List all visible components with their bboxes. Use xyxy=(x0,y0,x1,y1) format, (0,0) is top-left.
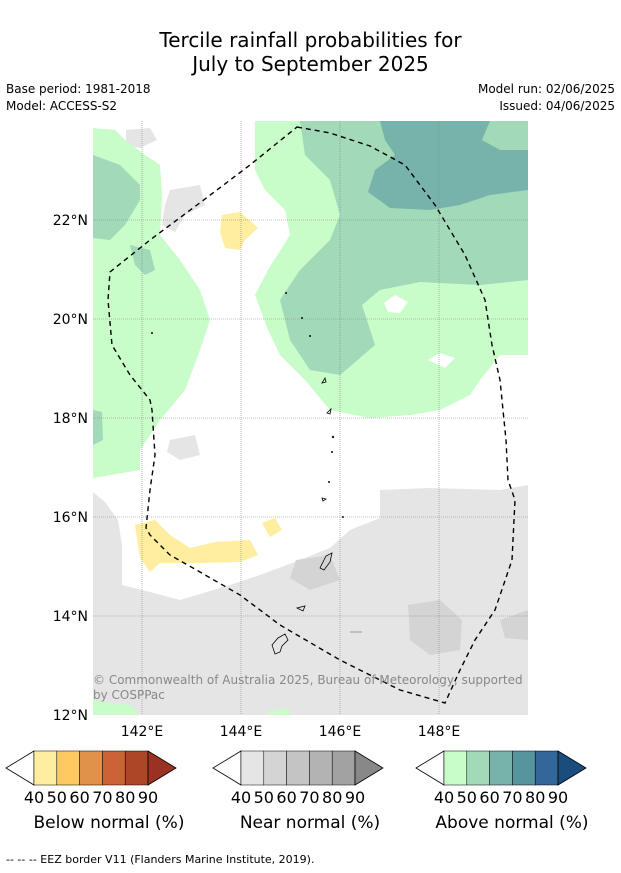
colorbar-swatch xyxy=(534,750,559,786)
colorbar-tick-label: 40 xyxy=(231,788,251,807)
lon-labels: 142°E 144°E 146°E 148°E xyxy=(121,724,461,740)
white-patch-1 xyxy=(384,295,408,313)
colorbar-swatch xyxy=(263,750,287,786)
above-normal-region-east-darker xyxy=(368,121,528,210)
below-normal-region-2 xyxy=(135,520,258,572)
lon-label: 146°E xyxy=(319,724,362,740)
map-area: © Commonwealth of Australia 2025, Bureau… xyxy=(93,121,528,715)
green-patch-south-2 xyxy=(268,708,292,715)
lat-label: 16°N xyxy=(53,510,88,526)
near-normal-region-mid xyxy=(167,435,200,460)
legend-label-below-normal: Below normal (%) xyxy=(33,813,185,833)
eez-border xyxy=(107,126,516,704)
colorbar-swatch xyxy=(512,750,536,786)
eez-footnote: -- -- -- EEZ border V11 (Flanders Marine… xyxy=(6,853,315,866)
colorbar-above-normal: 40 50 60 70 80 90 xyxy=(415,750,587,807)
colorbar-tick-label: 80 xyxy=(115,788,135,807)
lon-label: 144°E xyxy=(220,724,263,740)
model-run: Model run: 02/06/2025 xyxy=(477,82,615,96)
colorbar-swatch xyxy=(33,750,58,786)
meta-left: Base period: 1981-2018 Model: ACCESS-S2 xyxy=(6,81,151,115)
colorbar-tick-label: 40 xyxy=(434,788,454,807)
colorbar-tick-label: 50 xyxy=(254,788,274,807)
meta-right: Model run: 02/06/2025 Issued: 04/06/2025 xyxy=(478,81,615,115)
lat-labels: 22°N 20°N 18°N 16°N 14°N 12°N xyxy=(53,213,88,724)
near-normal-region-3 xyxy=(500,610,528,640)
near-normal-region-2 xyxy=(408,600,462,655)
colorbar-tick-label: 60 xyxy=(276,788,296,807)
near-normal-region-4 xyxy=(290,555,340,590)
colorbar-swatch xyxy=(56,750,80,786)
below-normal-region-1 xyxy=(220,212,258,250)
colorbar-swatch xyxy=(240,750,265,786)
chart-title: Tercile rainfall probabilities for July … xyxy=(0,28,621,76)
lon-label: 142°E xyxy=(121,724,164,740)
gridlines xyxy=(93,121,528,715)
issued-date: Issued: 04/06/2025 xyxy=(499,99,615,113)
lon-label: 148°E xyxy=(418,724,461,740)
colorbar-under-arrow xyxy=(212,750,242,786)
colorbar-swatch xyxy=(102,750,126,786)
green-patch-south xyxy=(93,700,140,715)
copyright-line-2: by COSPPac xyxy=(93,688,165,702)
above-normal-region-west-dark-2 xyxy=(130,245,155,275)
white-patch-2 xyxy=(428,353,455,368)
colorbar-swatch xyxy=(309,750,333,786)
title-line-1: Tercile rainfall probabilities for xyxy=(159,28,462,52)
colorbar-swatch xyxy=(331,750,356,786)
colorbar-over-arrow xyxy=(557,750,587,786)
colorbar-near-normal: 40 50 60 70 80 90 xyxy=(212,750,384,807)
colorbar-swatch xyxy=(443,750,468,786)
legend-label-above-normal: Above normal (%) xyxy=(435,813,589,833)
near-normal-region-north xyxy=(162,185,205,232)
islands xyxy=(150,291,362,655)
lat-label: 20°N xyxy=(53,312,88,328)
below-normal-region-3 xyxy=(262,518,282,537)
colorbar-tick-label: 60 xyxy=(69,788,89,807)
legend-label-near-normal: Near normal (%) xyxy=(239,813,381,833)
colorbar-tick-label: 80 xyxy=(322,788,342,807)
colorbar-swatch xyxy=(79,750,103,786)
colorbar-tick-label: 90 xyxy=(548,788,568,807)
model-name: Model: ACCESS-S2 xyxy=(6,99,118,113)
above-normal-region-west-dark xyxy=(93,155,140,240)
colorbar-tick-label: 40 xyxy=(24,788,44,807)
lat-label: 14°N xyxy=(53,609,88,625)
colorbar-tick-label: 80 xyxy=(525,788,545,807)
colorbar-tick-label: 90 xyxy=(345,788,365,807)
colorbar-tick-label: 50 xyxy=(47,788,67,807)
colorbar-under-arrow xyxy=(415,750,445,786)
lat-label: 22°N xyxy=(53,213,88,229)
colorbar-swatch xyxy=(489,750,513,786)
base-period: Base period: 1981-2018 xyxy=(6,82,151,96)
colorbar-swatch xyxy=(286,750,310,786)
colorbar-tick-label: 70 xyxy=(299,788,319,807)
colorbar-swatch xyxy=(124,750,149,786)
near-normal-region-south xyxy=(93,485,528,715)
near-normal-region-top xyxy=(126,128,157,148)
colorbar-over-arrow xyxy=(147,750,177,786)
lat-label: 12°N xyxy=(53,708,88,724)
colorbar-tick-label: 70 xyxy=(92,788,112,807)
title-line-2: July to September 2025 xyxy=(192,52,429,76)
colorbar-under-arrow xyxy=(5,750,35,786)
colorbar-tick-label: 60 xyxy=(479,788,499,807)
copyright-line-1: © Commonwealth of Australia 2025, Bureau… xyxy=(93,673,523,687)
colorbar-tick-label: 70 xyxy=(502,788,522,807)
colorbar-tick-label: 50 xyxy=(457,788,477,807)
colorbar-over-arrow xyxy=(354,750,384,786)
colorbar-below-normal: 40 50 60 70 80 90 xyxy=(5,750,177,807)
colorbar-tick-label: 90 xyxy=(138,788,158,807)
colorbar-swatch xyxy=(466,750,490,786)
lat-label: 18°N xyxy=(53,411,88,427)
above-normal-region-west-dark-3 xyxy=(93,410,103,445)
